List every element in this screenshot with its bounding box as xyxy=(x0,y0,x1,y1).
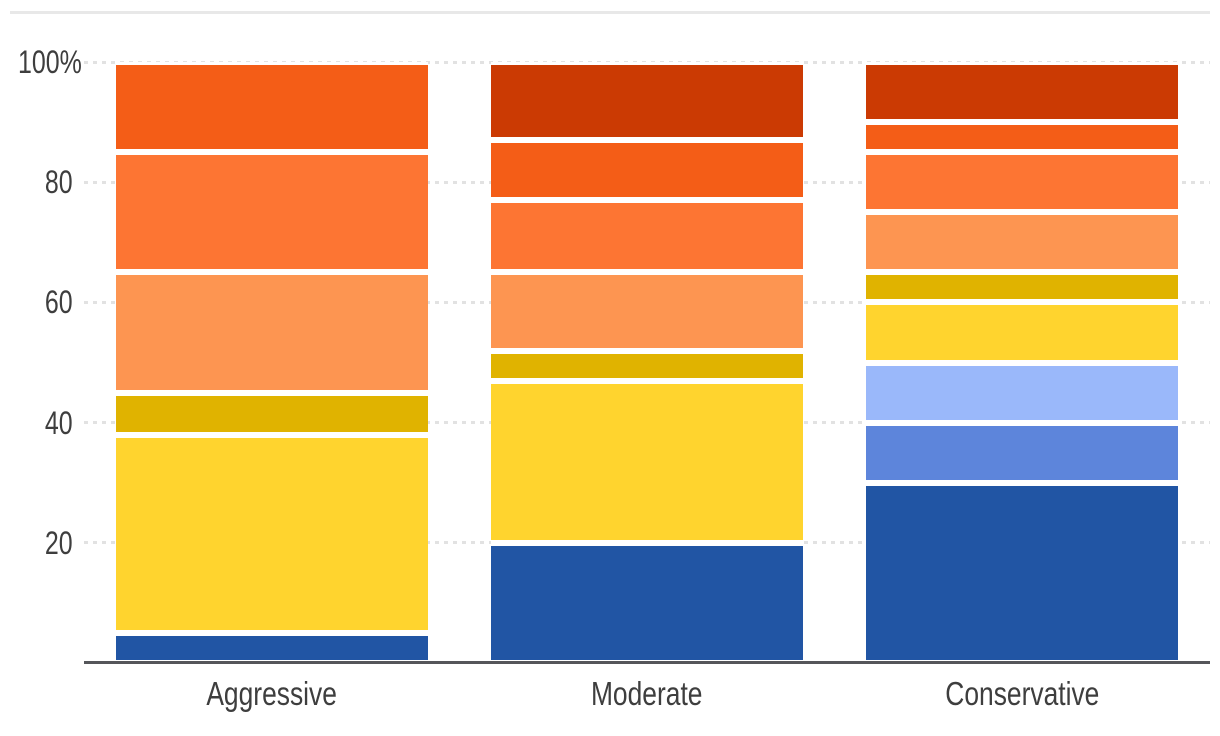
y-axis-tick-text: 40 xyxy=(45,404,73,441)
bar-conservative xyxy=(866,62,1179,663)
segment-yellow xyxy=(866,302,1179,363)
segment-medium-blue xyxy=(866,422,1179,483)
segment-red-orange xyxy=(866,122,1179,153)
y-axis-tick-label-40: 40 xyxy=(0,407,73,439)
bar-moderate xyxy=(491,62,803,663)
segment-light-orange xyxy=(866,212,1179,273)
segment-yellow xyxy=(491,380,803,543)
segment-light-orange xyxy=(491,272,803,351)
gridline-100 xyxy=(84,60,1210,64)
segment-yellow xyxy=(115,434,428,633)
segment-dark-red xyxy=(491,62,803,141)
y-axis-tick-text: 20 xyxy=(45,524,73,561)
bar-aggressive xyxy=(115,62,428,663)
segment-orange xyxy=(866,152,1179,213)
segment-gold xyxy=(115,392,428,435)
y-axis-tick-text: 60 xyxy=(45,284,73,321)
y-axis-tick-text: 100% xyxy=(18,44,82,80)
segment-gold xyxy=(866,272,1179,303)
segment-red-orange xyxy=(491,140,803,201)
segment-red-orange xyxy=(115,62,428,153)
y-axis-tick-label-100: 100% xyxy=(0,46,82,78)
segment-gold xyxy=(491,350,803,381)
segment-dark-blue xyxy=(491,542,803,663)
segment-orange xyxy=(491,200,803,273)
segment-dark-blue xyxy=(866,482,1179,663)
segment-light-blue xyxy=(866,362,1179,423)
segment-dark-red xyxy=(866,62,1179,123)
segment-dark-blue xyxy=(115,632,428,663)
top-divider-line xyxy=(10,11,1210,14)
x-axis-label-moderate: Moderate xyxy=(487,676,807,712)
x-axis-label-text: Aggressive xyxy=(206,675,337,712)
x-axis-label-text: Moderate xyxy=(591,675,703,712)
y-axis-tick-label-80: 80 xyxy=(0,166,73,198)
x-axis-label-text: Conservative xyxy=(945,675,1100,712)
y-axis-tick-text: 80 xyxy=(45,164,73,201)
x-axis-line xyxy=(84,661,1210,664)
y-axis-tick-label-60: 60 xyxy=(0,286,73,318)
segment-light-orange xyxy=(115,272,428,393)
segment-orange xyxy=(115,152,428,273)
x-axis-label-aggressive: Aggressive xyxy=(112,676,432,712)
x-axis-label-conservative: Conservative xyxy=(862,676,1182,712)
y-axis-tick-label-20: 20 xyxy=(0,527,73,559)
